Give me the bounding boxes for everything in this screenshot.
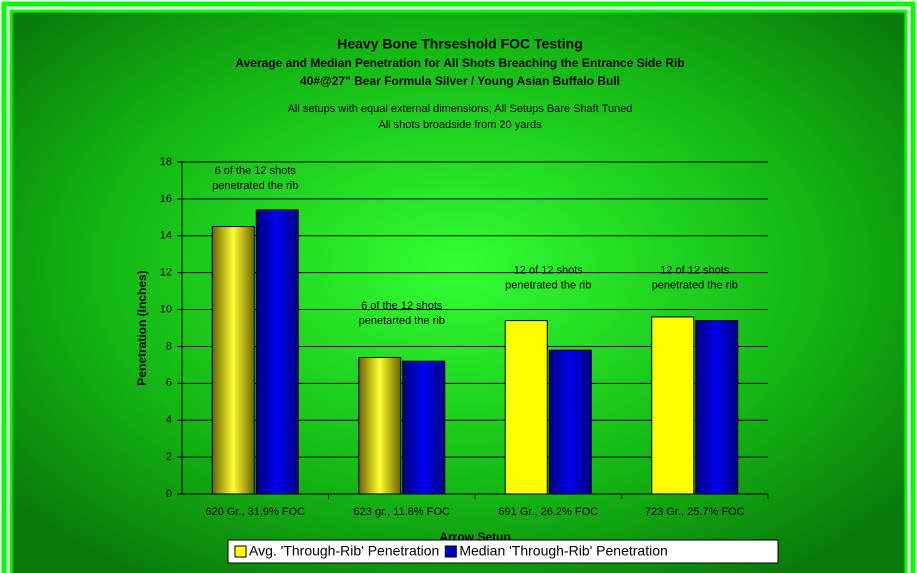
annotation: 12 of 12 shots	[514, 265, 584, 277]
bar	[402, 360, 446, 495]
chart-subtitle: Average and Median Penetration for All S…	[235, 56, 684, 70]
annotation: 6 of the 12 shots	[215, 165, 297, 177]
y-tick-label: 2	[166, 451, 172, 463]
annotation: penetarted the rib	[359, 315, 445, 327]
legend-box	[227, 539, 779, 564]
bar	[255, 209, 299, 495]
bar	[211, 226, 255, 495]
legend-label: Median 'Through-Rib' Penetration	[459, 543, 667, 559]
legend-swatch	[234, 545, 247, 558]
y-tick-label: 4	[166, 414, 172, 426]
chart-title: Heavy Bone Thrseshold FOC Testing	[337, 36, 583, 52]
y-axis-label: Penetration (Inches)	[135, 270, 149, 385]
y-tick-label: 10	[160, 303, 172, 315]
y-tick-label: 14	[160, 230, 172, 242]
note: All setups with equal external dimension…	[288, 103, 633, 115]
y-tick-label: 6	[166, 377, 172, 389]
chart-area	[9, 9, 908, 573]
bar	[695, 320, 739, 495]
y-tick-label: 8	[166, 340, 172, 352]
bar	[651, 316, 695, 495]
legend-label: Avg. 'Through-Rib' Penetration	[249, 543, 439, 559]
x-tick-label: 691 Gr., 26.2% FOC	[498, 506, 598, 518]
annotation: 6 of the 12 shots	[361, 300, 443, 312]
annotation: penetrated the rib	[652, 280, 738, 292]
annotation: penetrated the rib	[505, 280, 591, 292]
bar	[358, 357, 402, 495]
y-tick-label: 0	[166, 488, 172, 500]
annotation: 12 of 12 shots	[660, 265, 730, 277]
x-tick-label: 623 gr., 11.8% FOC	[354, 506, 450, 518]
bar	[504, 320, 548, 495]
x-tick-label: 620 Gr., 31.9% FOC	[205, 506, 305, 518]
note: All shots broadside from 20 yards	[378, 119, 542, 131]
chart-subtitle: 40#@27" Bear Formula Silver / Young Asia…	[300, 74, 620, 88]
y-tick-label: 18	[160, 156, 172, 168]
bar	[548, 349, 592, 495]
y-tick-label: 16	[160, 193, 172, 205]
legend-swatch	[444, 545, 457, 558]
y-tick-label: 12	[160, 267, 172, 279]
annotation: penetrated the rib	[212, 180, 298, 192]
x-tick-label: 723 Gr., 25.7% FOC	[645, 506, 745, 518]
